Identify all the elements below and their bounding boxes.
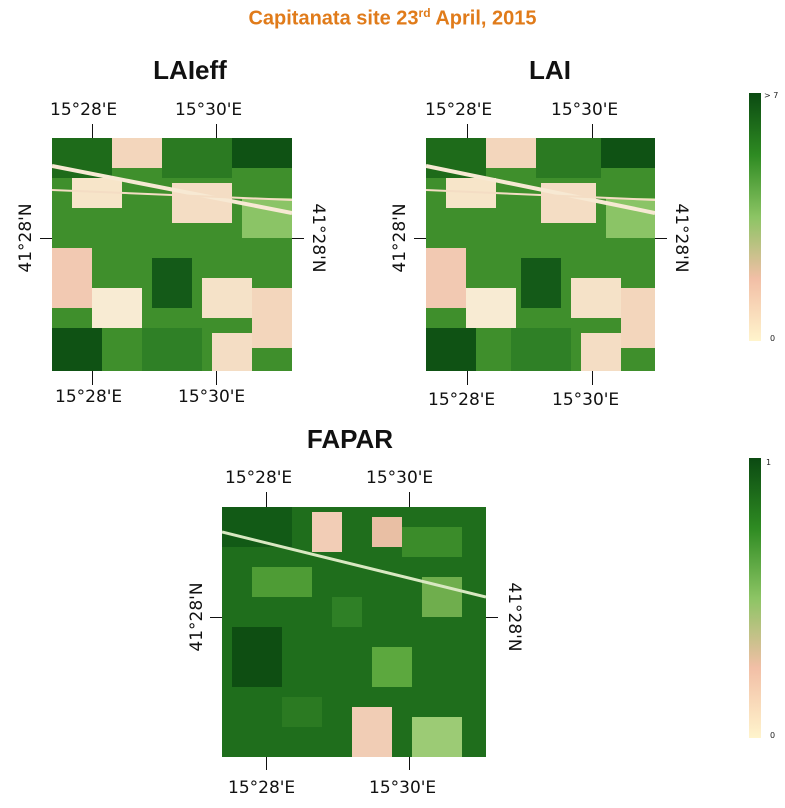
laieff-title: LAIeff — [153, 55, 227, 85]
fapar-colorbar-min-label: 0 — [770, 731, 776, 740]
fapar-colorbar-max-label: 1 — [766, 458, 772, 467]
lai-colorbar-max-label: > 7 — [764, 91, 779, 100]
laieff-lon-right-bottom: 15°30'E — [178, 387, 246, 407]
lai-colorbar — [749, 93, 761, 341]
laieff-lon-left-bottom: 15°28'E — [55, 387, 123, 407]
lai-lon-left-bottom: 15°28'E — [428, 390, 496, 410]
fapar-lat-left: 41°28'N — [187, 582, 207, 652]
laieff-lon-left-top: 15°28'E — [50, 100, 118, 120]
title-sup: rd — [418, 6, 431, 20]
lai-colorbar-min-label: 0 — [770, 334, 776, 343]
laieff-tick — [216, 124, 217, 138]
laieff-tick — [92, 124, 93, 138]
lai-tick — [592, 124, 593, 138]
lai-title: LAI — [529, 55, 571, 85]
fapar-lon-left-bottom: 15°28'E — [228, 778, 296, 798]
lai-tick — [467, 124, 468, 138]
lai-lon-left-top: 15°28'E — [425, 100, 493, 120]
fapar-lat-right: 41°28'N — [504, 582, 524, 652]
fapar-map — [222, 507, 486, 757]
fapar-colorbar — [749, 458, 761, 738]
fapar-tick — [266, 757, 267, 770]
lai-lat-left: 41°28'N — [390, 203, 410, 273]
laieff-lat-right: 41°28'N — [308, 203, 328, 273]
fapar-lon-left-top: 15°28'E — [225, 468, 293, 488]
lai-tick — [467, 371, 468, 385]
fapar-tick — [486, 617, 498, 618]
fapar-tick — [266, 492, 267, 507]
fapar-tick — [409, 757, 410, 770]
laieff-map-image — [52, 138, 292, 371]
laieff-lat-left: 41°28'N — [16, 203, 36, 273]
lai-tick — [414, 238, 426, 239]
fapar-tick — [210, 617, 222, 618]
laieff-map — [52, 138, 292, 371]
fapar-lon-right-top: 15°30'E — [366, 468, 434, 488]
laieff-tick — [292, 238, 304, 239]
laieff-lon-right-top: 15°30'E — [175, 100, 243, 120]
lai-tick — [592, 371, 593, 385]
lai-lon-right-top: 15°30'E — [551, 100, 619, 120]
figure-title: Capitanata site 23rd April, 2015 — [0, 6, 785, 31]
lai-map — [426, 138, 655, 371]
title-prefix: Capitanata site 23 — [248, 7, 419, 30]
laieff-tick — [92, 371, 93, 385]
laieff-tick — [40, 238, 52, 239]
title-suffix: April, 2015 — [430, 7, 537, 30]
lai-tick — [655, 238, 667, 239]
lai-lon-right-bottom: 15°30'E — [552, 390, 620, 410]
lai-map-image — [426, 138, 655, 371]
lai-lat-right: 41°28'N — [671, 203, 691, 273]
laieff-tick — [216, 371, 217, 385]
fapar-title: FAPAR — [306, 424, 394, 454]
fapar-tick — [409, 492, 410, 507]
fapar-map-image — [222, 507, 486, 757]
fapar-lon-right-bottom: 15°30'E — [369, 778, 437, 798]
